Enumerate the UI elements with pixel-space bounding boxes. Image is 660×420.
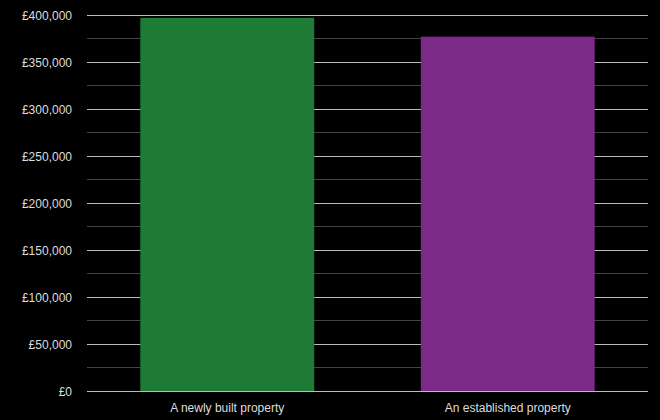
grid-line <box>87 15 648 16</box>
grid-line <box>87 391 648 392</box>
y-tick-label: £150,000 <box>22 244 72 258</box>
y-tick-label: £50,000 <box>29 338 73 352</box>
chart-container: £0 £50,000 £100,000 £150,000 £200,000 £250,00… <box>0 0 660 420</box>
y-tick-label: £0 <box>59 385 73 399</box>
y-tick-label: £350,000 <box>22 56 72 70</box>
bar <box>140 18 314 391</box>
bar <box>421 37 595 391</box>
bars <box>140 18 594 391</box>
grid <box>87 16 648 392</box>
y-tick-label: £250,000 <box>22 150 72 164</box>
y-tick-label: £100,000 <box>22 291 72 305</box>
x-tick-label: An established property <box>445 401 571 415</box>
chart: £0 £50,000 £100,000 £150,000 £200,000 £250,00… <box>0 0 660 420</box>
x-tick-label: A newly built property <box>170 401 284 415</box>
y-tick-label: £300,000 <box>22 103 72 117</box>
y-tick-label: £400,000 <box>22 9 72 23</box>
y-tick-label: £200,000 <box>22 197 72 211</box>
background <box>0 0 660 420</box>
